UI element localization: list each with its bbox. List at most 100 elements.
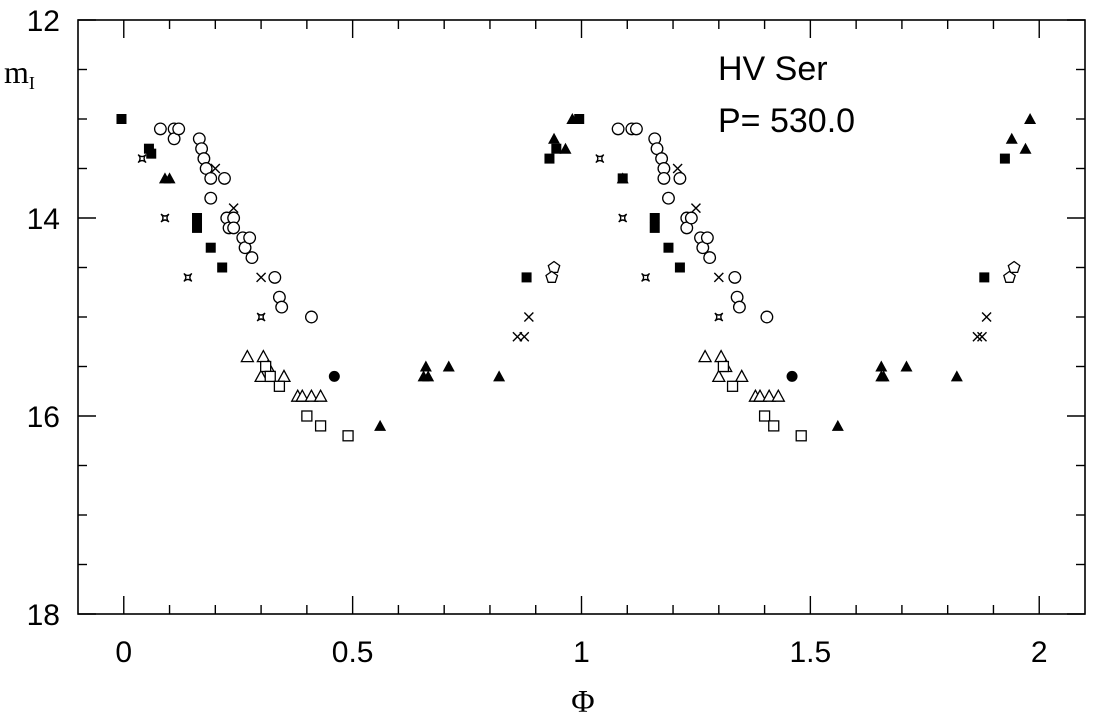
tick-labels: 0 0.5 1 1.5 2 12 14 16 18 <box>27 5 1048 669</box>
y-axis-label-sub: I <box>29 73 35 93</box>
open-square-point <box>342 430 354 442</box>
filled-square-point <box>205 242 216 253</box>
open-circle-point <box>304 310 318 324</box>
x-tick-label: 1 <box>573 636 590 669</box>
filled-square-point <box>192 213 203 223</box>
filled-square-point <box>649 222 660 233</box>
cross-point <box>523 312 534 322</box>
filled-square-point <box>544 153 555 164</box>
open-pentagon-point <box>1003 270 1016 283</box>
filled-square-point <box>551 143 562 154</box>
filled-square-point <box>674 262 685 273</box>
asterisk-star-point <box>256 312 266 322</box>
filled-square-point <box>192 222 203 233</box>
y-tick-label: 16 <box>27 401 60 434</box>
open-circle-point <box>227 221 241 235</box>
open-circle-point <box>153 122 167 136</box>
filled-square-point <box>979 272 990 283</box>
open-circle-point <box>700 231 714 245</box>
filled-square-point <box>521 272 532 283</box>
axis-ticks <box>78 19 1085 615</box>
open-circle-point <box>204 171 218 185</box>
y-tick-label: 18 <box>27 599 60 632</box>
filled-triangle-point <box>163 172 176 184</box>
filled-triangle-point <box>419 360 432 372</box>
filled-square-point <box>663 242 674 253</box>
x-tick-label: 1.5 <box>790 636 832 669</box>
open-circle-point <box>172 122 186 136</box>
cross-point <box>256 272 267 283</box>
open-triangle-point <box>771 388 786 402</box>
y-axis-label: mI <box>4 54 35 93</box>
asterisk-star-point <box>618 213 628 223</box>
open-square-point <box>717 360 730 373</box>
open-circle-point <box>268 270 282 284</box>
filled-triangle-point <box>1005 132 1018 144</box>
open-triangle-point <box>304 388 319 402</box>
asterisk-star-point <box>714 312 724 322</box>
open-triangle-point <box>697 349 713 363</box>
open-circle-point <box>732 300 746 314</box>
open-square-point <box>758 410 771 422</box>
open-triangle-point <box>276 369 292 383</box>
plot-frame <box>77 19 1086 615</box>
open-circle-point <box>703 251 717 265</box>
filled-circle-point <box>328 370 340 382</box>
plot-border <box>77 19 1086 615</box>
filled-square-point <box>649 213 660 223</box>
filled-triangle-point <box>616 172 629 184</box>
open-circle-point <box>275 300 289 314</box>
open-circle-point <box>728 270 742 284</box>
open-triangle-point <box>762 388 777 402</box>
x-tick-label: 0 <box>115 636 132 669</box>
filled-triangle-point <box>559 142 572 154</box>
filled-triangle-point <box>566 113 579 124</box>
open-circle-point <box>218 171 231 185</box>
asterisk-star-point <box>160 213 170 223</box>
open-circle-point <box>657 171 671 185</box>
open-circle-point <box>245 251 259 265</box>
filled-triangle-point <box>1019 142 1032 154</box>
open-triangle-point <box>240 349 255 363</box>
open-pentagon-point <box>547 260 561 274</box>
open-triangle-point <box>253 369 269 383</box>
open-square-point <box>273 380 286 392</box>
cross-point <box>713 272 724 283</box>
filled-triangle-point <box>1024 113 1037 124</box>
filled-triangle-point <box>875 360 888 372</box>
y-axis-label-main: m <box>4 54 29 90</box>
open-circle-point <box>204 191 218 205</box>
filled-triangle-point <box>900 360 913 372</box>
filled-square-point <box>116 114 127 124</box>
y-tick-label: 14 <box>27 203 60 236</box>
open-triangle-point <box>752 388 768 402</box>
filled-triangle-point <box>422 370 435 382</box>
open-pentagon-point <box>545 270 559 283</box>
filled-circle-point <box>786 370 798 382</box>
x-axis-label: Φ <box>571 683 594 719</box>
cross-point <box>981 312 992 322</box>
y-tick-label: 12 <box>27 5 60 38</box>
filled-square-point <box>217 262 228 273</box>
open-triangle-point <box>734 369 749 383</box>
open-circle-point <box>662 191 675 205</box>
filled-triangle-point <box>548 132 561 144</box>
open-square-point <box>314 420 327 432</box>
filled-square-point <box>574 114 585 124</box>
open-square-point <box>301 410 313 422</box>
asterisk-star-point <box>183 272 193 282</box>
cross-point <box>672 163 683 174</box>
filled-triangle-point <box>831 419 844 431</box>
period-annotation: P= 530.0 <box>718 102 855 140</box>
asterisk-star-point <box>595 154 605 164</box>
cross-point <box>519 331 530 342</box>
open-square-point <box>726 380 739 392</box>
x-tick-label: 0.5 <box>332 636 374 669</box>
open-circle-point <box>611 122 625 136</box>
open-square-point <box>260 360 272 373</box>
open-triangle-point <box>295 388 310 402</box>
filled-triangle-point <box>950 370 963 382</box>
open-circle-point <box>629 122 643 136</box>
open-square-point <box>768 420 780 432</box>
